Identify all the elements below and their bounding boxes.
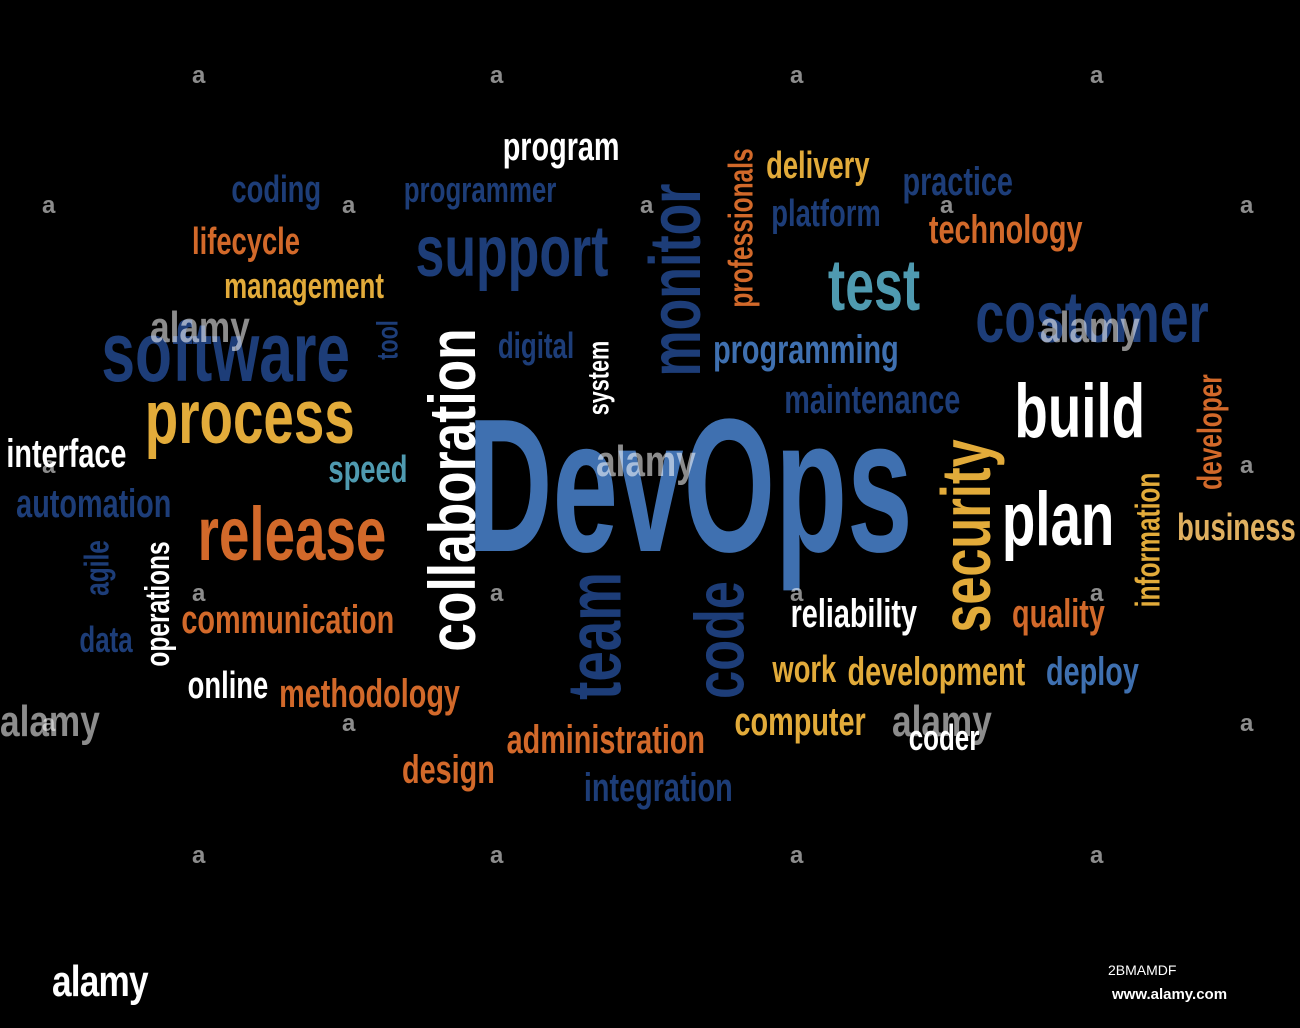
word-program: program	[502, 125, 620, 169]
watermark-dot: a	[1240, 710, 1254, 737]
watermark-dot: a	[1090, 580, 1104, 607]
word-devops: DevOps	[467, 380, 913, 592]
word-work: work	[772, 649, 836, 691]
watermark-dot: a	[1240, 192, 1254, 219]
word-support: support	[415, 212, 609, 292]
word-administration: administration	[506, 718, 706, 762]
word-build: build	[1014, 369, 1146, 454]
word-programmer: programmer	[403, 169, 557, 210]
word-deploy: deploy	[1045, 650, 1139, 694]
word-maintenance: maintenance	[783, 378, 961, 422]
site-url: www.alamy.com	[1112, 986, 1228, 1003]
alamy-logo: alamy	[52, 957, 149, 1006]
word-interface: interface	[5, 432, 127, 476]
word-coder: coder	[908, 717, 980, 758]
word-software: software	[101, 305, 351, 399]
word-professionals: professionals	[722, 148, 761, 308]
word-platform: platform	[771, 193, 881, 235]
watermark-dot: a	[192, 62, 206, 89]
watermark-dot: a	[42, 710, 56, 737]
word-team: team	[552, 572, 638, 700]
image-id: 2BMAMDF	[1108, 962, 1177, 978]
word-delivery: delivery	[766, 145, 870, 187]
word-automation: automation	[16, 482, 172, 526]
watermark-dot: a	[790, 62, 804, 89]
word-code: code	[680, 581, 759, 699]
word-information: information	[1128, 472, 1167, 608]
word-development: development	[847, 650, 1025, 694]
watermark-dot: a	[342, 192, 356, 219]
word-practice: practice	[902, 160, 1014, 204]
word-design: design	[401, 748, 495, 792]
word-process: process	[145, 375, 355, 460]
word-programming: programming	[713, 328, 899, 372]
word-data: data	[79, 619, 133, 660]
word-online: online	[187, 665, 269, 707]
word-security: security	[926, 439, 1005, 633]
watermark-dot: a	[192, 580, 206, 607]
word-speed: speed	[328, 449, 408, 491]
word-tool: tool	[370, 320, 404, 360]
watermark-word: alamy	[1040, 303, 1140, 352]
watermark-dot: a	[490, 580, 504, 607]
watermark-word: alamy	[892, 697, 992, 746]
word-technology: technology	[929, 208, 1083, 252]
word-methodology: methodology	[279, 672, 461, 716]
watermark-dot: a	[940, 192, 954, 219]
word-developer: developer	[1191, 374, 1229, 490]
word-system: system	[583, 340, 616, 416]
watermark-dot: a	[42, 192, 56, 219]
watermark-dot: a	[790, 842, 804, 869]
word-agile: agile	[78, 540, 117, 596]
word-digital: digital	[497, 325, 575, 366]
word-lifecycle: lifecycle	[192, 221, 300, 263]
word-management: management	[224, 265, 384, 306]
word-computer: computer	[734, 700, 866, 744]
watermark-dot: a	[640, 192, 654, 219]
watermark-dot: a	[42, 452, 56, 479]
watermark-word: alamy	[150, 303, 250, 352]
word-integration: integration	[583, 766, 733, 810]
word-quality: quality	[1011, 592, 1105, 636]
word-test: test	[827, 246, 921, 326]
watermark-dot: a	[790, 580, 804, 607]
watermark-dot: a	[192, 842, 206, 869]
word-plan: plan	[1001, 477, 1115, 562]
watermark-dot: a	[490, 62, 504, 89]
watermark-word: alamy	[596, 437, 696, 486]
word-communication: communication	[181, 598, 395, 642]
word-reliability: reliability	[790, 592, 918, 636]
watermark-dot: a	[490, 842, 504, 869]
watermark-dot: a	[1240, 452, 1254, 479]
watermark-dot: a	[342, 710, 356, 737]
word-collaboration: collaboration	[415, 328, 489, 652]
word-costomer: costomer	[975, 278, 1209, 358]
watermark-dot: a	[1090, 62, 1104, 89]
word-operations: operations	[139, 541, 177, 667]
word-release: release	[197, 492, 387, 577]
watermark-dot: a	[1090, 842, 1104, 869]
word-business: business	[1176, 507, 1296, 549]
watermark-word: alamy	[0, 697, 100, 746]
word-coding: coding	[231, 169, 321, 211]
